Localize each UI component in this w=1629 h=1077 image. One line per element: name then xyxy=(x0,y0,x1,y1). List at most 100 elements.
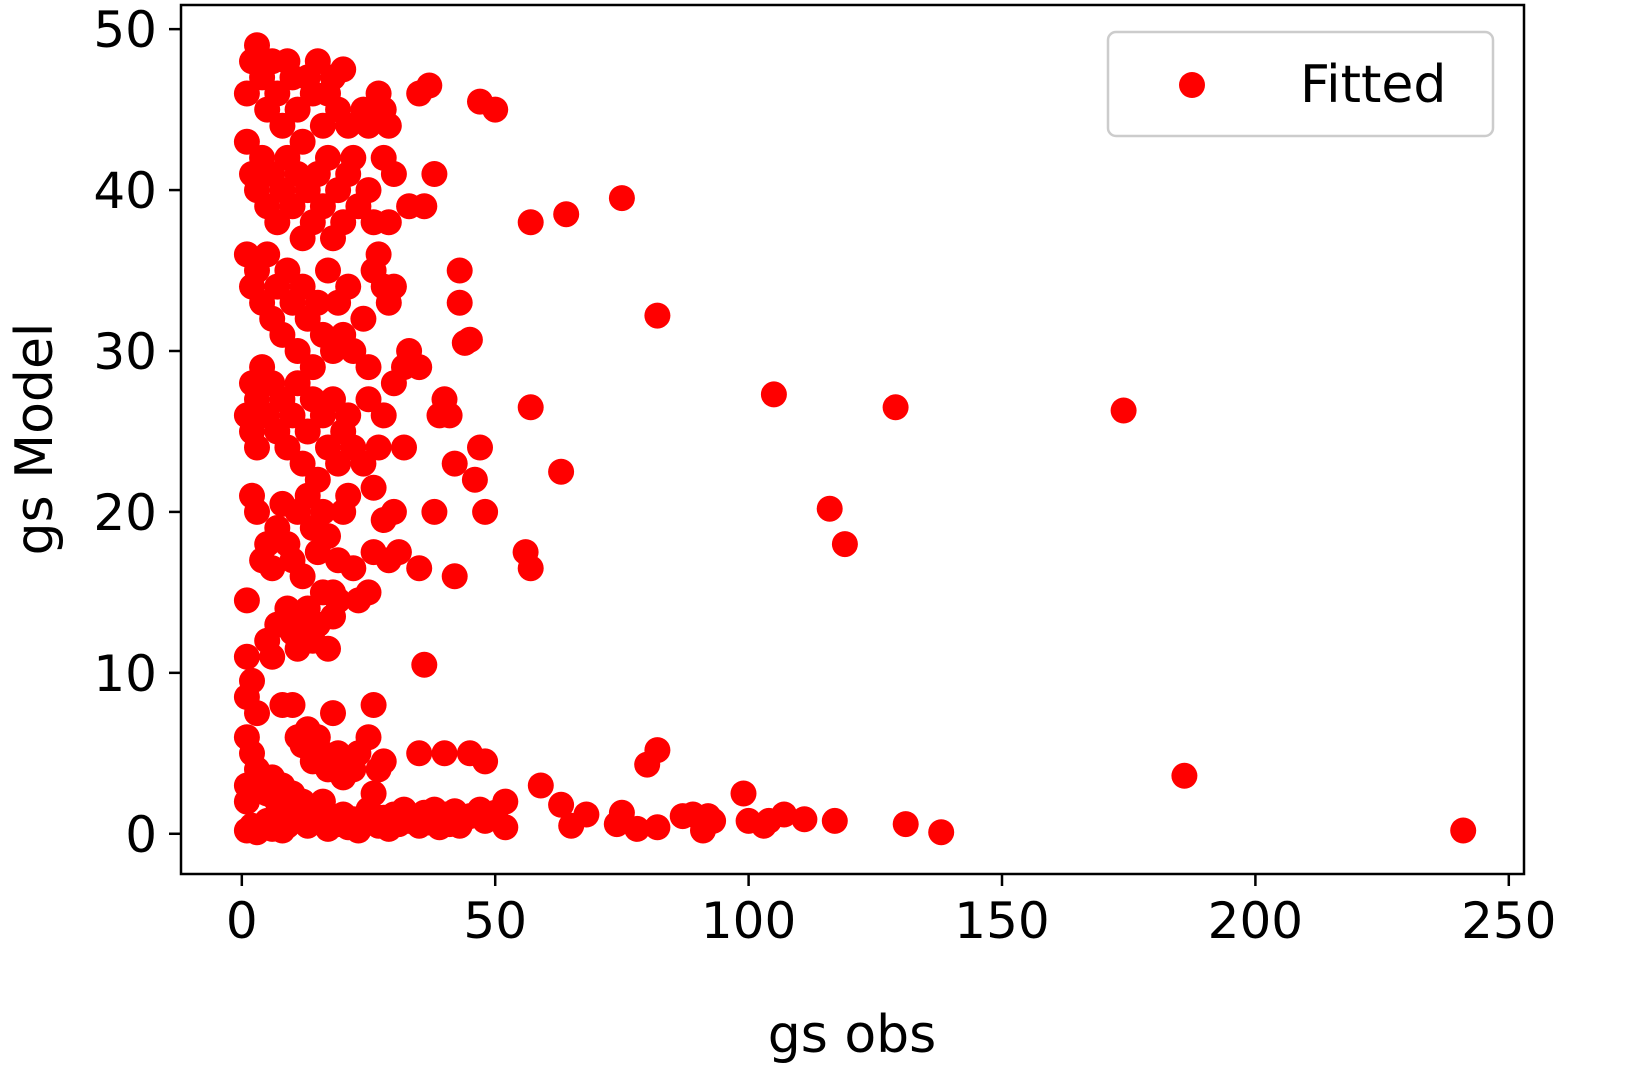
legend: Fitted xyxy=(1106,30,1495,138)
data-point xyxy=(482,96,509,123)
data-point xyxy=(365,241,392,268)
data-point xyxy=(771,801,798,828)
data-point xyxy=(259,555,286,582)
data-point xyxy=(315,635,341,662)
y-axis-label: gs Model xyxy=(5,323,65,556)
data-point xyxy=(472,748,499,775)
data-point xyxy=(441,450,468,477)
data-point xyxy=(315,523,341,550)
data-point xyxy=(548,791,575,818)
data-point xyxy=(411,193,438,220)
data-point xyxy=(335,482,362,509)
data-point xyxy=(355,177,382,204)
data-point xyxy=(421,161,448,187)
legend-frame xyxy=(1106,30,1495,138)
data-point xyxy=(431,740,458,767)
data-point xyxy=(472,498,499,525)
legend-label: Fitted xyxy=(1300,55,1446,115)
data-point xyxy=(456,326,483,353)
data-point xyxy=(882,394,909,421)
data-point xyxy=(289,563,316,590)
y-tick-label: 40 xyxy=(93,162,157,220)
ticks-layer: 0 50 100 150 200 250 0 10 20 30 40 50 xyxy=(93,1,1556,950)
data-point xyxy=(553,201,580,228)
data-point xyxy=(700,807,727,834)
data-point xyxy=(644,814,671,841)
data-point xyxy=(360,780,387,807)
data-point xyxy=(320,700,346,727)
data-point xyxy=(233,772,260,799)
data-point xyxy=(421,498,448,525)
data-point xyxy=(355,354,382,381)
data-point xyxy=(517,209,544,236)
data-point xyxy=(304,289,331,316)
data-point xyxy=(370,402,397,429)
y-tick-label: 30 xyxy=(93,323,157,381)
data-point xyxy=(279,692,306,718)
data-point xyxy=(492,788,519,815)
data-point xyxy=(1450,817,1477,844)
data-point xyxy=(335,273,362,300)
x-tick-label: 100 xyxy=(701,892,796,950)
data-point xyxy=(330,56,357,83)
data-point xyxy=(340,555,367,582)
data-point xyxy=(644,302,671,329)
plot-frame xyxy=(179,3,1526,876)
data-point xyxy=(355,724,382,751)
y-tick-label: 0 xyxy=(125,806,157,864)
data-point xyxy=(527,772,554,799)
data-point xyxy=(350,305,377,332)
data-point xyxy=(244,700,270,727)
legend-marker xyxy=(1179,72,1205,98)
y-tick-label: 20 xyxy=(93,484,157,542)
data-point xyxy=(517,394,544,421)
data-point xyxy=(375,209,402,236)
data-point xyxy=(816,495,843,522)
data-point xyxy=(791,806,818,833)
data-point xyxy=(821,807,848,834)
data-point xyxy=(467,434,493,461)
data-point xyxy=(441,563,468,590)
data-point xyxy=(254,241,281,268)
data-point xyxy=(233,587,260,614)
data-point xyxy=(315,144,341,171)
data-point xyxy=(309,498,336,525)
data-point xyxy=(391,434,417,461)
data-point xyxy=(548,458,575,485)
data-point xyxy=(244,498,270,525)
data-point xyxy=(244,434,270,461)
data-point xyxy=(446,257,473,284)
data-point xyxy=(385,539,412,566)
data-point xyxy=(325,587,352,614)
data-point xyxy=(928,819,955,846)
data-point xyxy=(1171,762,1198,789)
data-point xyxy=(492,814,519,841)
data-point xyxy=(233,643,260,670)
y-tick-label: 10 xyxy=(93,645,157,703)
data-point xyxy=(446,289,473,316)
data-point xyxy=(370,748,397,775)
data-point xyxy=(436,402,463,429)
data-point xyxy=(274,812,301,839)
data-point xyxy=(375,112,402,139)
data-point xyxy=(760,381,787,408)
data-point xyxy=(259,643,286,670)
data-point xyxy=(644,737,671,764)
x-axis-label: gs obs xyxy=(768,1005,937,1065)
data-point xyxy=(831,531,858,558)
data-point xyxy=(406,740,433,767)
data-point xyxy=(517,555,544,582)
x-tick-label: 50 xyxy=(463,892,527,950)
data-point xyxy=(573,801,600,828)
data-point xyxy=(315,257,341,284)
data-point xyxy=(406,354,433,381)
data-point xyxy=(239,667,265,694)
data-point xyxy=(416,72,443,99)
data-point xyxy=(355,579,382,606)
data-point xyxy=(335,402,362,429)
data-point xyxy=(608,185,635,212)
data-point xyxy=(360,692,387,718)
data-point xyxy=(892,811,919,838)
data-point xyxy=(1110,397,1137,424)
